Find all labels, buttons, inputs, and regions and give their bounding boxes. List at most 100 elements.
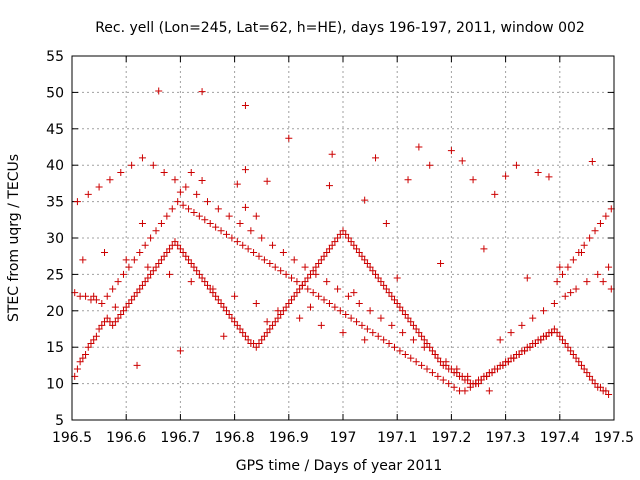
- data-point: [334, 285, 342, 293]
- data-point: [106, 176, 114, 184]
- data-point: [133, 289, 141, 297]
- data-point: [220, 332, 228, 340]
- data-point: [204, 281, 211, 289]
- data-point: [331, 303, 339, 311]
- data-point: [409, 336, 417, 344]
- data-point: [241, 102, 249, 110]
- x-tick-label: 196.9: [269, 430, 309, 446]
- data-point: [152, 263, 160, 271]
- y-axis-ticks: 5 10 15 20 25 30 35 40 45 50 55: [46, 49, 614, 429]
- data-point: [344, 292, 352, 300]
- data-point: [222, 307, 230, 315]
- data-point: [201, 278, 209, 286]
- data-point: [263, 177, 271, 185]
- data-point: [420, 336, 428, 344]
- data-point: [212, 292, 220, 300]
- data-point: [556, 263, 564, 271]
- data-point: [363, 325, 371, 333]
- data-point: [298, 281, 306, 289]
- data-point: [228, 314, 236, 322]
- data-point: [396, 347, 404, 355]
- data-point: [138, 219, 146, 227]
- data-point: [171, 176, 179, 184]
- data-point: [293, 289, 301, 297]
- data-point: [596, 219, 604, 227]
- data-point: [423, 365, 431, 373]
- data-point: [529, 314, 537, 322]
- data-point: [176, 188, 184, 196]
- data-point: [282, 303, 290, 311]
- data-point: [236, 219, 244, 227]
- data-point: [301, 278, 309, 286]
- data-point: [320, 252, 328, 260]
- data-point: [182, 252, 190, 260]
- data-point: [369, 329, 377, 337]
- data-point: [277, 267, 285, 275]
- data-point: [561, 340, 569, 348]
- data-point: [312, 270, 320, 278]
- data-point: [361, 336, 369, 344]
- data-point: [138, 154, 146, 162]
- data-point: [241, 203, 249, 211]
- data-point: [431, 350, 439, 358]
- data-point: [101, 249, 109, 257]
- data-point: [160, 252, 168, 260]
- data-point: [190, 263, 198, 271]
- data-point: [225, 212, 233, 220]
- data-point: [231, 292, 239, 300]
- data-point: [231, 318, 239, 326]
- data-point: [163, 249, 171, 257]
- data-point: [269, 321, 277, 329]
- data-point: [339, 329, 347, 337]
- data-point: [136, 249, 144, 257]
- data-point: [399, 329, 407, 337]
- data-point: [214, 296, 222, 304]
- data-point: [195, 270, 203, 278]
- data-point: [176, 245, 184, 253]
- data-point: [119, 270, 127, 278]
- data-point: [241, 166, 249, 174]
- y-axis-label: STEC from uqrg / TECUs: [6, 154, 22, 322]
- data-point: [412, 325, 420, 333]
- y-tick-label: 5: [55, 413, 64, 429]
- y-tick-label: 55: [46, 49, 64, 65]
- data-point: [239, 329, 247, 337]
- data-point: [464, 372, 472, 380]
- data-point: [580, 365, 588, 373]
- data-point: [385, 340, 393, 348]
- data-point: [185, 205, 193, 213]
- data-point: [271, 263, 279, 271]
- data-point: [247, 227, 255, 235]
- data-point: [575, 358, 583, 366]
- data-point: [304, 274, 312, 282]
- data-point: [605, 391, 613, 399]
- x-tick-label: 197.2: [431, 430, 471, 446]
- data-point: [493, 365, 501, 373]
- data-point: [87, 340, 95, 348]
- data-point: [586, 372, 594, 380]
- data-point: [477, 376, 485, 384]
- data-point: [385, 289, 393, 297]
- data-point: [567, 347, 575, 355]
- data-point: [309, 289, 317, 297]
- data-point: [185, 256, 193, 264]
- data-point: [98, 321, 106, 329]
- data-point: [358, 321, 366, 329]
- data-point: [450, 383, 458, 391]
- data-point: [569, 256, 577, 264]
- data-point: [404, 176, 412, 184]
- data-point: [168, 205, 176, 213]
- data-point: [222, 230, 230, 238]
- data-point: [109, 285, 117, 293]
- data-point: [426, 161, 434, 169]
- data-point: [423, 340, 431, 348]
- data-point: [342, 230, 350, 238]
- data-point: [274, 307, 282, 315]
- x-axis-label: GPS time / Days of year 2011: [236, 458, 443, 474]
- data-point: [591, 227, 599, 235]
- data-point: [317, 321, 325, 329]
- data-point: [274, 314, 282, 322]
- y-tick-label: 30: [46, 231, 64, 247]
- data-point: [420, 343, 428, 351]
